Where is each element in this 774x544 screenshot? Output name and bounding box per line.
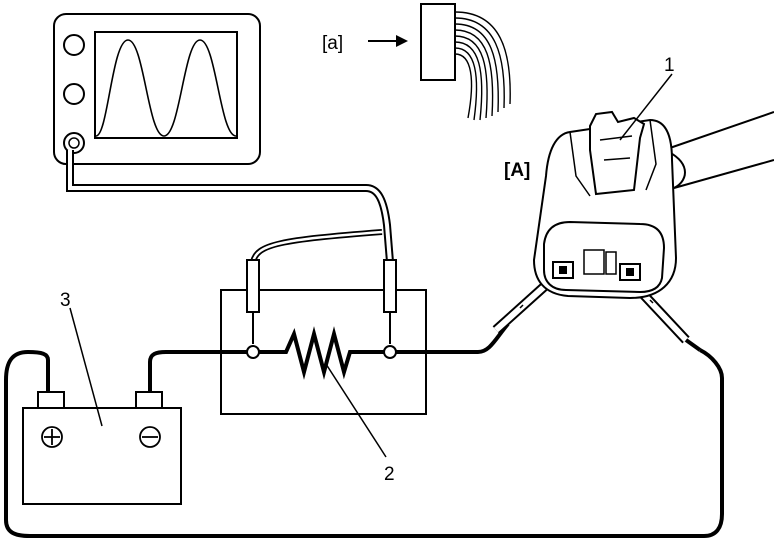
resistor-terminal-left	[246, 345, 260, 359]
scope-knob-top	[63, 34, 85, 56]
battery-negative-post	[135, 391, 163, 409]
probe-left	[246, 259, 260, 344]
inset-label: [a]	[322, 33, 343, 54]
battery	[22, 391, 182, 505]
resistor-terminal-right	[383, 345, 397, 359]
connector-label: [A]	[504, 160, 530, 181]
battery-positive-post	[37, 391, 65, 409]
callout-2: 2	[384, 464, 395, 485]
resistor-test-box	[220, 259, 427, 415]
connector-a	[532, 110, 774, 300]
connector-latch	[589, 110, 646, 196]
callout-1: 1	[664, 55, 675, 76]
arrow-icon	[368, 35, 408, 47]
sine-waveform	[95, 39, 237, 137]
scope-screen	[94, 31, 238, 139]
battery-body	[22, 407, 182, 505]
scope-probe-cable	[66, 150, 394, 263]
probe-right	[383, 259, 397, 344]
scope-knob-middle	[63, 83, 85, 105]
inset-connector-block	[420, 3, 456, 81]
oscilloscope	[53, 13, 261, 165]
inset-wire-bundle	[454, 11, 511, 121]
callout-lines	[69, 73, 673, 458]
resistor-symbol	[253, 326, 390, 380]
inset-connector-detail: [a]	[322, 3, 511, 121]
callout-3: 3	[60, 290, 71, 311]
